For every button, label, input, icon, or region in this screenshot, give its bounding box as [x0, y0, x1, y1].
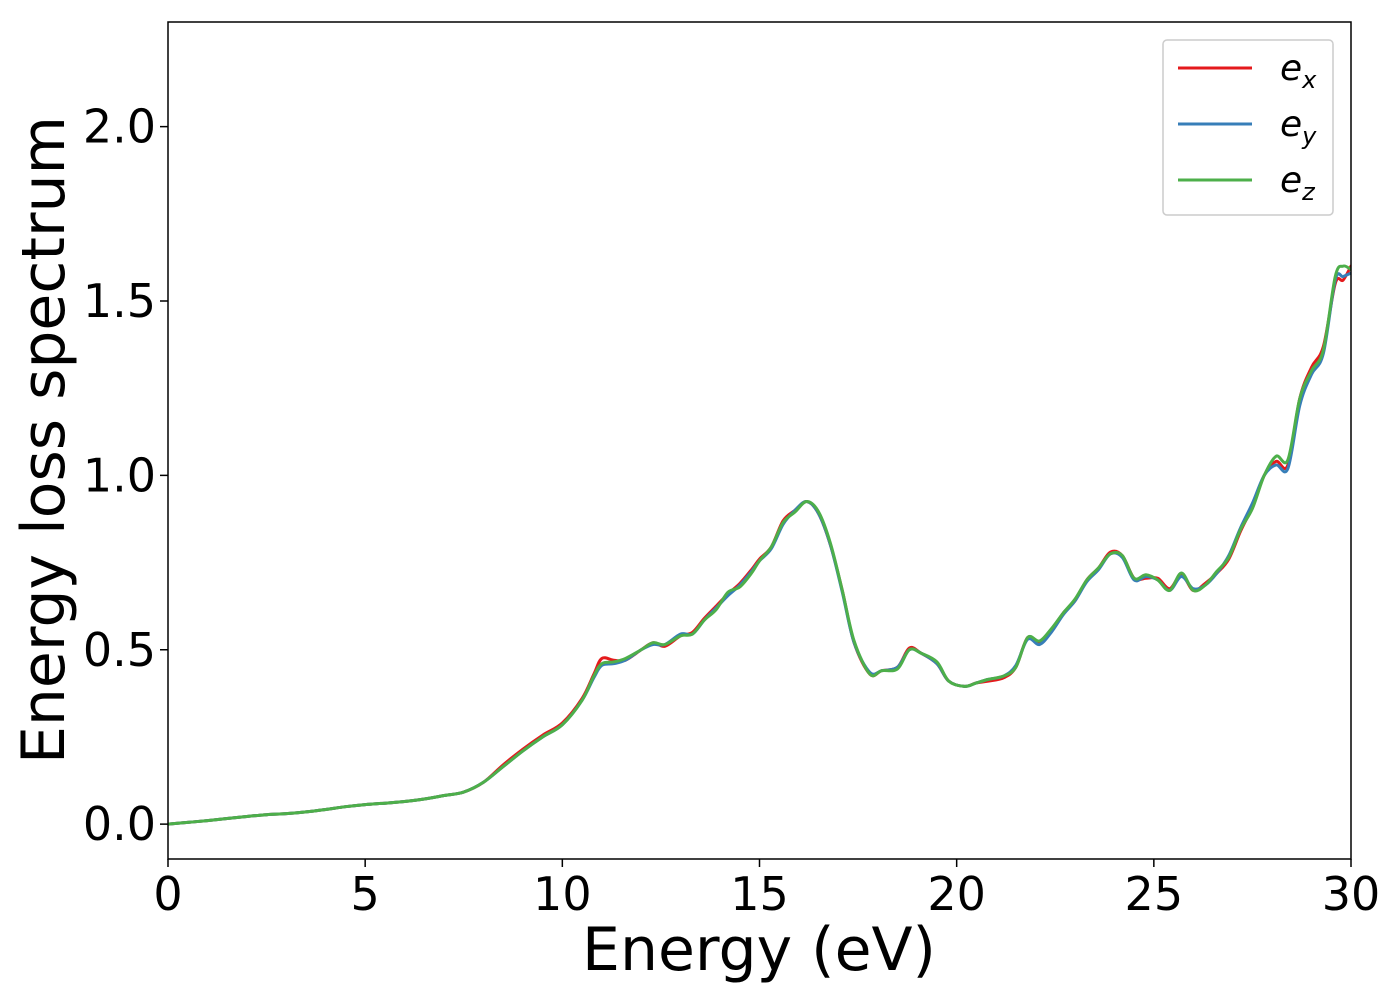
x-tick-label: 5: [351, 867, 380, 921]
y-tick-label: 1.5: [83, 274, 156, 328]
y-tick-label: 2.0: [83, 100, 156, 154]
y-axis-ticks: 0.0 0.5 1.0 1.5 2.0: [83, 100, 168, 851]
x-tick-label: 0: [153, 867, 182, 921]
legend-label-e-x: ex: [1280, 48, 1317, 94]
y-tick-label: 0.0: [83, 797, 156, 851]
series-line-e-x: [168, 264, 1351, 826]
x-tick-label: 20: [927, 867, 986, 921]
series-line-e-z: [168, 264, 1351, 826]
series-line-e-y: [168, 271, 1351, 826]
legend-label-e-y: ey: [1280, 104, 1317, 150]
y-axis-label: Energy loss spectrum: [9, 116, 79, 764]
x-axis-ticks: 0 5 10 15 20 25 30: [153, 859, 1380, 921]
legend-label-e-z: ez: [1280, 160, 1316, 206]
x-tick-label: 15: [730, 867, 789, 921]
legend-frame: [1162, 39, 1334, 216]
legend-items: ex ey ez: [1178, 48, 1317, 206]
y-tick-label: 0.5: [83, 623, 156, 677]
legend: ex ey ez: [1162, 39, 1334, 216]
x-axis-label: Energy (eV): [582, 915, 936, 985]
x-tick-label: 30: [1322, 867, 1381, 921]
series-layer: [168, 264, 1351, 826]
y-tick-label: 1.0: [83, 448, 156, 502]
x-tick-label: 10: [533, 867, 592, 921]
x-tick-label: 25: [1125, 867, 1184, 921]
